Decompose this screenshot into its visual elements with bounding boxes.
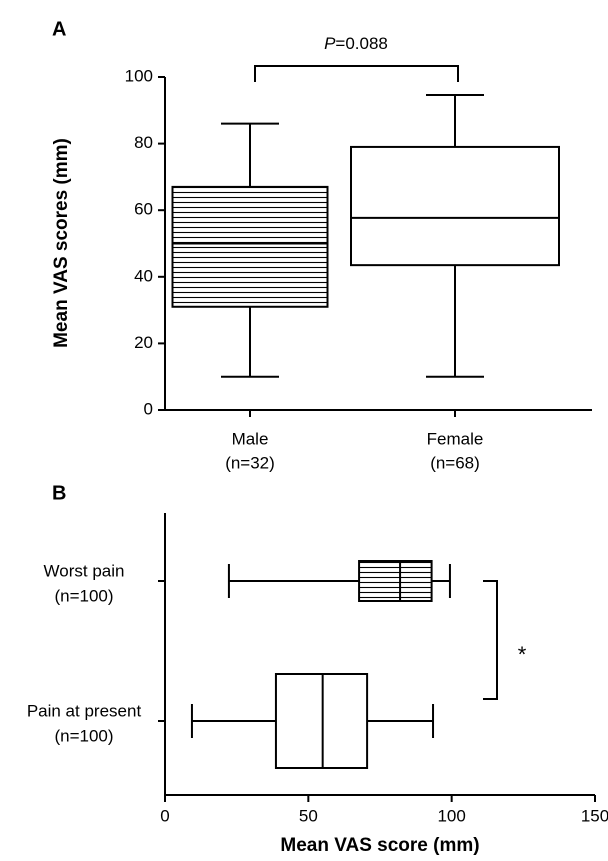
significance-bracket: [254, 65, 459, 82]
y-tick-label: 20: [134, 333, 153, 352]
box: [358, 560, 433, 602]
y-tick-label: 100: [125, 66, 153, 85]
y-axis-label: Mean VAS scores (mm): [51, 138, 72, 348]
x-tick-label: 150: [581, 806, 608, 825]
significance-bracket: [483, 580, 498, 700]
x-tick-label: Male: [232, 429, 269, 448]
annotation: *: [518, 642, 527, 667]
box: [171, 185, 329, 308]
y-tick-label: 60: [134, 200, 153, 219]
annotation: P=0.088: [324, 34, 388, 53]
annotation-italic: P: [324, 34, 336, 53]
y-tick-label: 0: [144, 399, 153, 418]
x-axis-label: Mean VAS score (mm): [280, 835, 479, 856]
x-tick-label: 0: [160, 806, 169, 825]
y-tick-label: (n=100): [54, 726, 113, 745]
panel-label: B: [52, 482, 66, 504]
x-tick-label: 100: [437, 806, 465, 825]
box: [274, 673, 369, 769]
y-tick-label: (n=100): [54, 586, 113, 605]
y-tick-label: Worst pain: [44, 561, 125, 580]
x-tick-label: 50: [299, 806, 318, 825]
y-tick-label: 80: [134, 133, 153, 152]
y-tick-label: 40: [134, 266, 153, 285]
x-tick-label: (n=32): [225, 453, 275, 472]
x-tick-label: (n=68): [430, 453, 480, 472]
x-tick-label: Female: [427, 429, 484, 448]
box: [350, 145, 560, 267]
y-tick-label: Pain at present: [27, 701, 142, 720]
annotation-text: =0.088: [335, 34, 387, 53]
panel-label: A: [52, 18, 66, 40]
